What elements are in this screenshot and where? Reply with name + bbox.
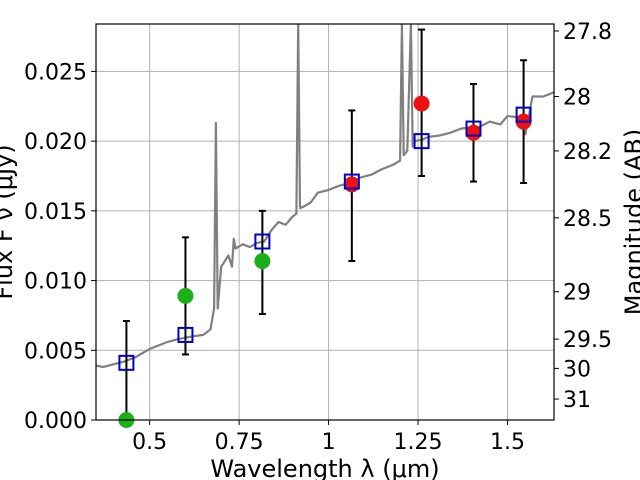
x-axis-label: Wavelength λ (μm) (210, 455, 439, 480)
right-tick-label: 28.5 (563, 207, 612, 232)
plot-area (96, 24, 554, 369)
data-point (465, 124, 482, 141)
right-tick-label: 27.8 (563, 20, 612, 45)
data-point (413, 95, 430, 112)
ticks: 0.5 0.75 1 1.25 1.5 0.000 0.005 0.010 0.015 0.020… (24, 20, 612, 455)
model-point (515, 106, 532, 123)
y-axis-label: Flux F ν (μJy) (0, 144, 18, 299)
x-tick-label: 0.5 (132, 430, 167, 455)
model-point (254, 233, 271, 250)
markers (118, 28, 532, 428)
y-tick-label: 0.005 (24, 339, 87, 364)
x-tick-label: 1.25 (394, 430, 443, 455)
x-tick-label: 1 (322, 430, 336, 455)
y-tick-label: 0.025 (24, 60, 87, 85)
x-tick-label: 1.5 (490, 430, 525, 455)
right-tick-label: 29.5 (563, 328, 612, 353)
model-point (413, 133, 430, 150)
right-tick-label: 28 (563, 86, 591, 111)
model-point (118, 354, 135, 371)
y-tick-label: 0.015 (24, 200, 87, 225)
plot-frame (95, 23, 555, 421)
x-tick-label: 0.75 (215, 430, 264, 455)
data-point (343, 176, 360, 193)
spectrum-line (96, 24, 554, 369)
y-tick-label: 0.010 (24, 270, 87, 295)
plot-background (96, 24, 554, 420)
right-tick-label: 31 (563, 388, 591, 413)
right-tick-label: 28.2 (563, 140, 612, 165)
model-point (465, 120, 482, 137)
right-tick-label: 30 (563, 357, 591, 382)
data-point (254, 253, 271, 270)
y-tick-label: 0.020 (24, 130, 87, 155)
y-tick-label: 0.000 (24, 409, 87, 434)
model-point (177, 326, 194, 343)
right-axis-label: Magnitude (AB) (620, 129, 640, 315)
right-tick-label: 29 (563, 281, 591, 306)
data-point (177, 287, 194, 304)
model-point (343, 173, 360, 190)
